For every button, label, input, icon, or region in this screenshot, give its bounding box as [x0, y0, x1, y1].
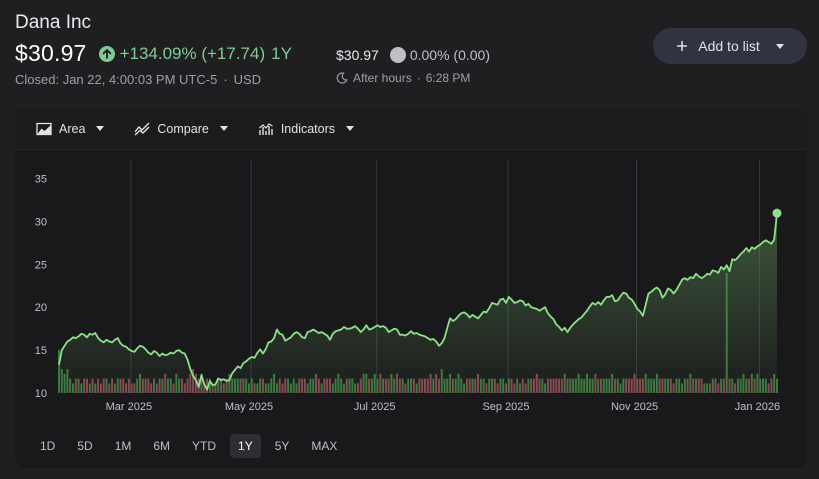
- chevron-down-icon: [219, 126, 228, 131]
- change-period: 1Y: [271, 43, 292, 63]
- range-5d[interactable]: 5D: [77, 439, 93, 453]
- after-hours-price: $30.97: [336, 47, 379, 63]
- separator-dot: ·: [223, 72, 228, 87]
- compare-label: Compare: [157, 121, 209, 136]
- add-to-list-button[interactable]: Add to list: [653, 28, 807, 64]
- chevron-down-icon: [346, 126, 355, 131]
- chevron-down-icon: [775, 43, 784, 49]
- range-max[interactable]: MAX: [311, 439, 338, 453]
- range-1m[interactable]: 1M: [114, 439, 132, 453]
- x-tick-label: Jul 2025: [354, 401, 396, 413]
- compare-dropdown[interactable]: Compare: [134, 121, 228, 136]
- moon-icon: [336, 72, 348, 84]
- price-chart[interactable]: 10 15 20 25 30 35 Mar 2025 May 2025 Jul 2025 Sep…: [15, 150, 807, 428]
- plus-icon: [677, 41, 688, 51]
- indicators-dropdown[interactable]: Indicators: [258, 121, 355, 136]
- range-selector: 1D 5D 1M 6M YTD 1Y 5Y MAX: [32, 434, 345, 458]
- current-price: $30.97: [15, 40, 87, 66]
- chart-toolbar: Area Compare Indicators: [15, 108, 807, 150]
- y-tick-label: 25: [35, 259, 47, 271]
- compare-icon: [134, 122, 150, 136]
- after-hours-time: 6:28 PM: [425, 71, 471, 85]
- area-chart-icon: [36, 122, 52, 135]
- y-tick-label: 15: [35, 345, 47, 357]
- x-tick-label: Jan 2026: [735, 401, 780, 413]
- range-6m[interactable]: 6M: [153, 439, 171, 453]
- add-to-list-label: Add to list: [698, 38, 760, 54]
- indicators-label: Indicators: [280, 121, 336, 136]
- change-value: +134.09% (+17.74): [119, 43, 266, 63]
- chart-panel: Area Compare Indicators: [15, 108, 807, 468]
- range-1y[interactable]: 1Y: [230, 434, 261, 458]
- x-tick-label: May 2025: [225, 401, 273, 413]
- price-row: $30.97 +134.09% (+17.74) 1Y: [15, 40, 292, 67]
- x-tick-label: Sep 2025: [482, 401, 529, 413]
- arrow-up-icon: [98, 45, 115, 62]
- range-ytd[interactable]: YTD: [192, 439, 217, 453]
- price-line: [58, 213, 778, 391]
- company-name: Dana Inc: [15, 12, 92, 33]
- price-area: [59, 213, 777, 393]
- after-hours-label: After hours: [353, 71, 412, 85]
- area-dropdown[interactable]: Area: [36, 121, 105, 136]
- range-1d[interactable]: 1D: [40, 439, 56, 453]
- neutral-dot-icon: [389, 47, 406, 63]
- area-label: Area: [59, 121, 86, 136]
- y-tick-label: 20: [35, 302, 47, 314]
- closed-label: Closed: Jan 22, 4:00:03 PM UTC-5: [15, 72, 218, 87]
- y-tick-label: 30: [35, 216, 47, 228]
- volume-bar: [206, 378, 209, 393]
- x-tick-label: Nov 2025: [611, 401, 658, 413]
- y-tick-label: 10: [35, 388, 47, 400]
- closed-info: Closed: Jan 22, 4:00:03 PM UTC-5 · USD: [15, 72, 261, 87]
- after-hours-info: After hours · 6:28 PM: [336, 71, 470, 85]
- after-hours-change: 0.00% (0.00): [409, 47, 490, 63]
- last-price-dot: [772, 208, 782, 218]
- currency: USD: [233, 72, 262, 87]
- price-change: +134.09% (+17.74) 1Y: [98, 43, 292, 64]
- range-5y[interactable]: 5Y: [274, 439, 290, 453]
- indicators-icon: [258, 122, 273, 135]
- after-hours-price-row: $30.97 0.00% (0.00): [336, 47, 490, 63]
- x-tick-label: Mar 2025: [106, 401, 152, 413]
- chevron-down-icon: [96, 126, 105, 131]
- y-tick-label: 35: [35, 174, 47, 186]
- separator-dot: ·: [416, 71, 421, 85]
